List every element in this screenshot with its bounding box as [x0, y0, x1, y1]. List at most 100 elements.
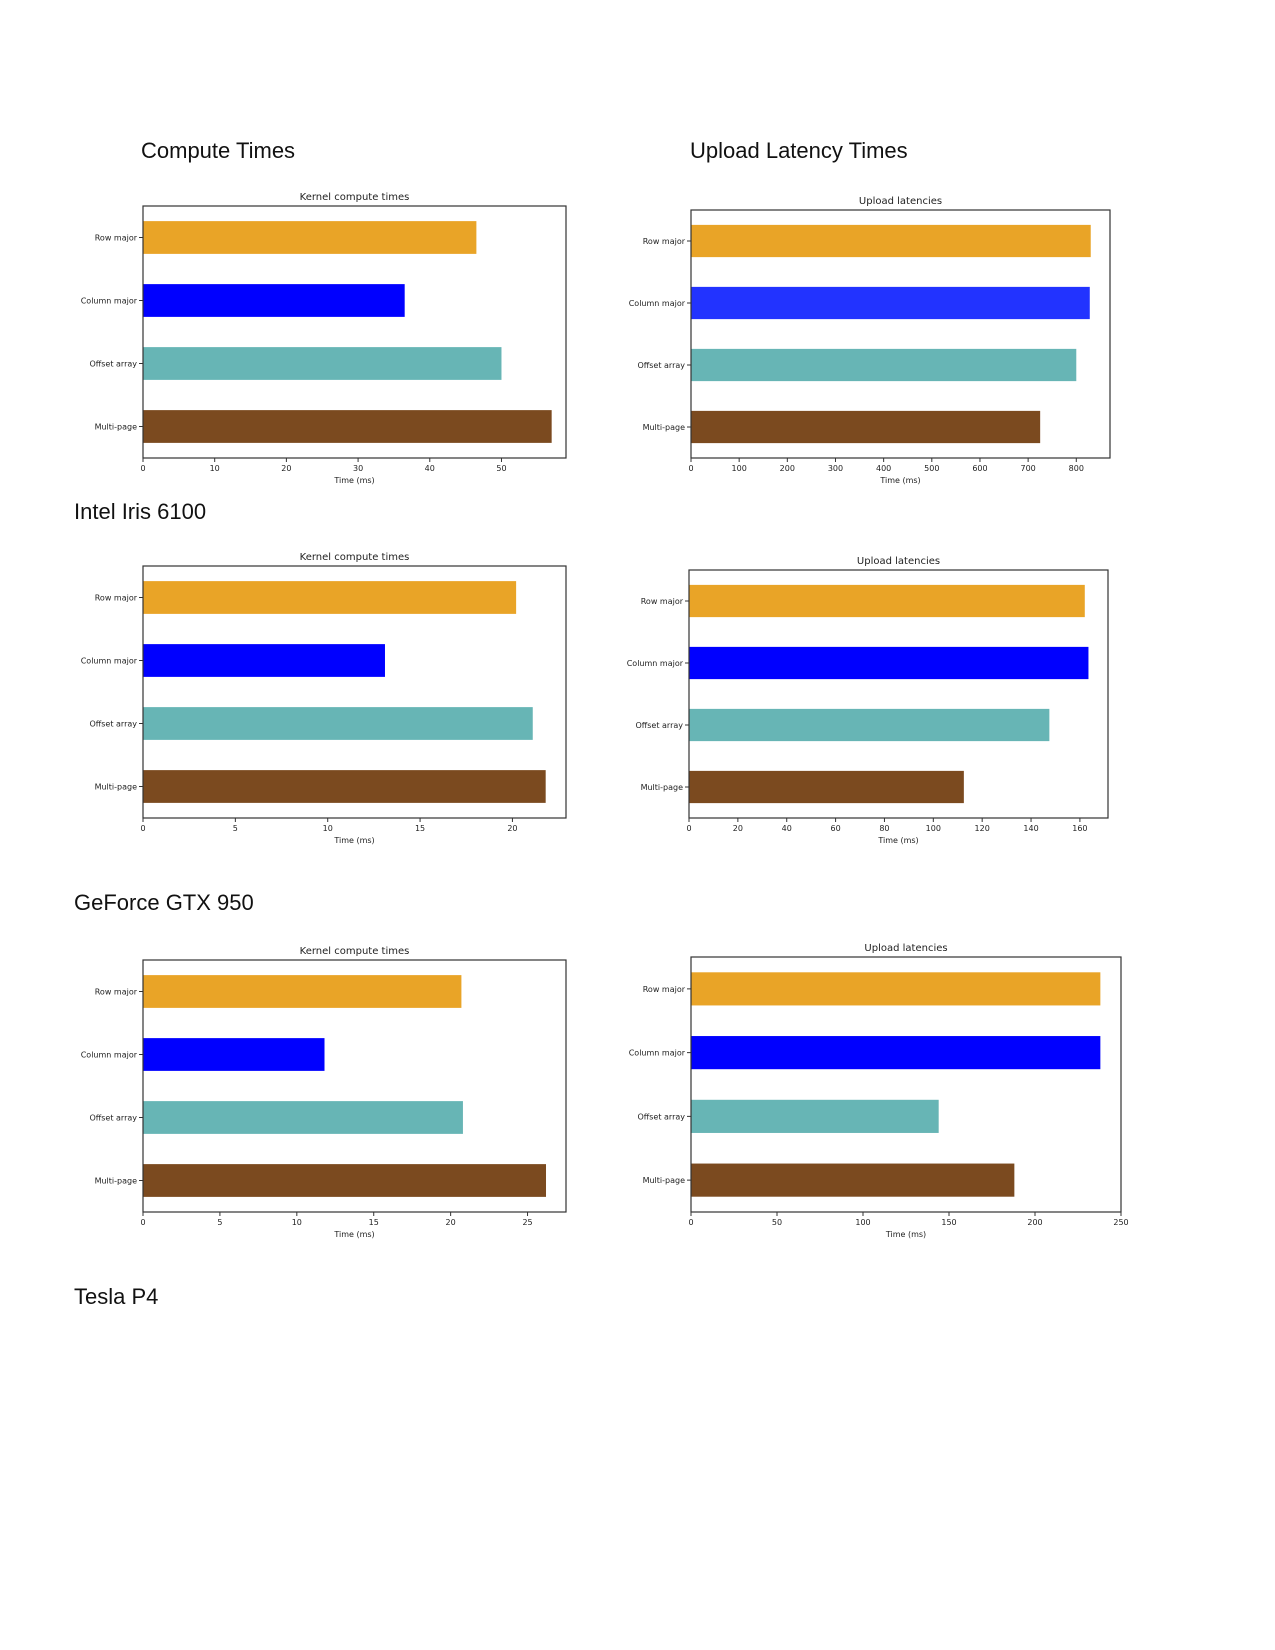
- heading-compute-times: Compute Times: [141, 138, 296, 163]
- heading-tesla-p4: Tesla P4: [74, 1284, 159, 1309]
- y-tick-label: Offset array: [89, 360, 137, 369]
- x-tick-label: 400: [876, 464, 891, 473]
- x-tick-label: 5: [217, 1218, 222, 1227]
- x-tick-label: 60: [830, 824, 840, 833]
- x-axis-label: Time (ms): [333, 476, 374, 485]
- x-tick-label: 0: [688, 464, 693, 473]
- x-tick-label: 500: [924, 464, 939, 473]
- y-tick-label: Multi-page: [643, 423, 686, 432]
- x-tick-label: 200: [1027, 1218, 1042, 1227]
- x-tick-label: 120: [975, 824, 990, 833]
- bar-offset-array: [691, 348, 1077, 382]
- y-tick-label: Offset array: [89, 1114, 137, 1123]
- chart-title: Upload latencies: [857, 556, 940, 567]
- y-tick-label: Column major: [629, 1049, 686, 1058]
- bar-column-major: [143, 1038, 325, 1071]
- bar-offset-array: [689, 708, 1050, 742]
- y-tick-label: Offset array: [637, 1112, 685, 1121]
- bar-column-major: [689, 646, 1089, 680]
- chart-title: Upload latencies: [864, 943, 947, 954]
- bar-offset-array: [691, 1099, 939, 1133]
- y-tick-label: Offset array: [637, 361, 685, 370]
- x-axis-label: Time (ms): [885, 1230, 926, 1239]
- y-tick-label: Row major: [95, 594, 138, 603]
- bar-offset-array: [143, 1101, 463, 1134]
- y-tick-label: Row major: [641, 597, 684, 606]
- chart-tesla-upload: Upload latencies Row major Column major Off…: [629, 943, 1129, 1239]
- bar-row-major: [143, 581, 517, 614]
- heading-intel-iris-6100: Intel Iris 6100: [74, 499, 207, 524]
- y-tick-label: Row major: [643, 237, 686, 246]
- bar-multi-page: [691, 1163, 1015, 1197]
- bar-multi-page: [143, 410, 552, 443]
- x-tick-label: 15: [415, 824, 425, 833]
- y-tick-label: Row major: [643, 985, 686, 994]
- y-tick-label: Multi-page: [641, 783, 684, 792]
- x-tick-label: 200: [780, 464, 795, 473]
- bar-row-major: [691, 224, 1091, 258]
- x-axis-label: Time (ms): [333, 836, 374, 845]
- x-tick-label: 0: [140, 824, 145, 833]
- x-tick-label: 20: [281, 464, 291, 473]
- chart-geforce-upload: Upload latencies Row major Column major Off…: [627, 556, 1109, 845]
- x-axis-label: Time (ms): [879, 476, 920, 485]
- plot-frame: [142, 565, 567, 819]
- bar-row-major: [691, 972, 1101, 1006]
- bar-column-major: [691, 1036, 1101, 1070]
- y-tick-label: Column major: [81, 1051, 138, 1060]
- x-tick-label: 20: [507, 824, 517, 833]
- bar-column-major: [691, 286, 1090, 320]
- plot-frame: [688, 569, 1109, 819]
- x-tick-label: 0: [140, 1218, 145, 1227]
- chart-intel-compute: Kernel compute times Row major Column majo…: [81, 192, 567, 485]
- x-tick-label: 10: [210, 464, 220, 473]
- chart-geforce-compute: Kernel compute times Row major Column majo…: [81, 552, 567, 845]
- heading-geforce-gtx-950: GeForce GTX 950: [74, 890, 254, 915]
- chart-title: Kernel compute times: [300, 552, 410, 563]
- plot-frame: [690, 956, 1122, 1213]
- heading-upload-latency-times: Upload Latency Times: [690, 138, 908, 163]
- x-tick-label: 100: [926, 824, 941, 833]
- x-axis-label: Time (ms): [333, 1230, 374, 1239]
- x-tick-label: 800: [1069, 464, 1084, 473]
- x-axis-label: Time (ms): [877, 836, 918, 845]
- bar-offset-array: [143, 347, 502, 380]
- y-tick-label: Offset array: [89, 720, 137, 729]
- x-tick-label: 40: [782, 824, 792, 833]
- x-tick-label: 160: [1072, 824, 1087, 833]
- y-tick-label: Multi-page: [95, 783, 138, 792]
- chart-title: Upload latencies: [859, 196, 942, 207]
- bar-row-major: [689, 584, 1085, 618]
- x-tick-label: 25: [522, 1218, 532, 1227]
- bar-column-major: [143, 284, 405, 317]
- x-tick-label: 20: [733, 824, 743, 833]
- x-tick-label: 30: [353, 464, 363, 473]
- x-tick-label: 100: [855, 1218, 870, 1227]
- x-tick-label: 50: [772, 1218, 782, 1227]
- y-tick-label: Multi-page: [95, 423, 138, 432]
- bar-column-major: [143, 644, 385, 677]
- x-tick-label: 5: [233, 824, 238, 833]
- x-tick-label: 0: [686, 824, 691, 833]
- plot-frame: [690, 209, 1111, 459]
- x-tick-label: 140: [1023, 824, 1038, 833]
- x-tick-label: 250: [1113, 1218, 1128, 1227]
- bar-multi-page: [691, 410, 1041, 444]
- y-tick-label: Offset array: [635, 721, 683, 730]
- x-tick-label: 40: [425, 464, 435, 473]
- chart-tesla-compute: Kernel compute times Row major Column majo…: [81, 946, 567, 1239]
- y-tick-label: Row major: [95, 988, 138, 997]
- x-tick-label: 50: [496, 464, 506, 473]
- x-tick-label: 20: [446, 1218, 456, 1227]
- x-tick-label: 10: [323, 824, 333, 833]
- x-tick-label: 300: [828, 464, 843, 473]
- y-tick-label: Multi-page: [95, 1177, 138, 1186]
- bar-row-major: [143, 975, 462, 1008]
- bar-multi-page: [143, 1164, 547, 1197]
- y-tick-label: Row major: [95, 234, 138, 243]
- x-tick-label: 15: [369, 1218, 379, 1227]
- x-tick-label: 600: [972, 464, 987, 473]
- x-tick-label: 80: [879, 824, 889, 833]
- x-tick-label: 700: [1020, 464, 1035, 473]
- y-tick-label: Column major: [629, 299, 686, 308]
